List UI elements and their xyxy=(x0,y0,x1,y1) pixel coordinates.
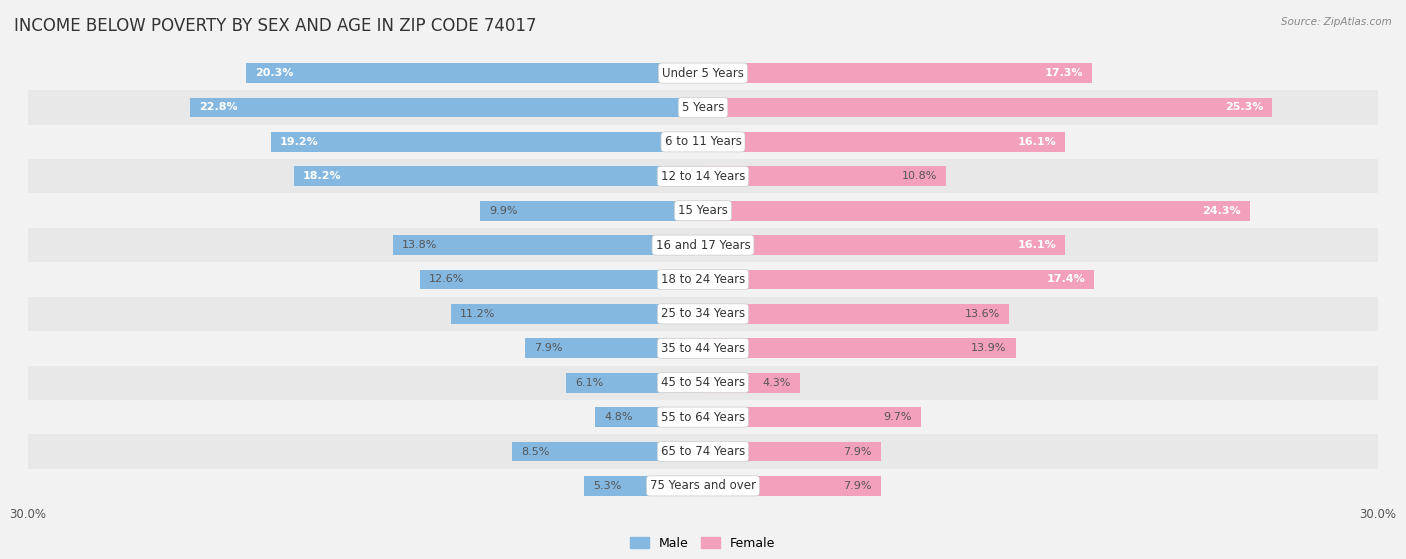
Bar xyxy=(703,373,800,392)
Bar xyxy=(583,476,703,496)
Text: 7.9%: 7.9% xyxy=(844,481,872,491)
Bar xyxy=(28,159,1378,193)
Text: 12 to 14 Years: 12 to 14 Years xyxy=(661,170,745,183)
Text: 25.3%: 25.3% xyxy=(1225,102,1263,112)
Bar xyxy=(703,442,880,462)
Text: 13.8%: 13.8% xyxy=(402,240,437,250)
Text: 5.3%: 5.3% xyxy=(593,481,621,491)
Text: 6.1%: 6.1% xyxy=(575,378,603,388)
Bar xyxy=(703,269,1094,290)
Bar xyxy=(703,132,1066,152)
Text: 12.6%: 12.6% xyxy=(429,274,464,285)
Text: 4.8%: 4.8% xyxy=(605,412,633,422)
Legend: Male, Female: Male, Female xyxy=(626,532,780,555)
Bar xyxy=(28,193,1378,228)
Text: 25 to 34 Years: 25 to 34 Years xyxy=(661,307,745,320)
Text: 6 to 11 Years: 6 to 11 Years xyxy=(665,135,741,148)
Text: 5 Years: 5 Years xyxy=(682,101,724,114)
Bar xyxy=(246,63,703,83)
Bar xyxy=(28,366,1378,400)
Bar xyxy=(28,262,1378,297)
Text: 22.8%: 22.8% xyxy=(200,102,238,112)
Text: 35 to 44 Years: 35 to 44 Years xyxy=(661,342,745,355)
Text: INCOME BELOW POVERTY BY SEX AND AGE IN ZIP CODE 74017: INCOME BELOW POVERTY BY SEX AND AGE IN Z… xyxy=(14,17,537,35)
Text: 7.9%: 7.9% xyxy=(534,343,562,353)
Text: 10.8%: 10.8% xyxy=(901,171,936,181)
Bar xyxy=(565,373,703,392)
Text: 45 to 54 Years: 45 to 54 Years xyxy=(661,376,745,389)
Text: Source: ZipAtlas.com: Source: ZipAtlas.com xyxy=(1281,17,1392,27)
Text: 65 to 74 Years: 65 to 74 Years xyxy=(661,445,745,458)
Text: 16 and 17 Years: 16 and 17 Years xyxy=(655,239,751,252)
Bar xyxy=(451,304,703,324)
Text: 17.4%: 17.4% xyxy=(1046,274,1085,285)
Text: 16.1%: 16.1% xyxy=(1018,137,1056,147)
Text: Under 5 Years: Under 5 Years xyxy=(662,67,744,79)
Bar xyxy=(28,125,1378,159)
Bar xyxy=(703,407,921,427)
Text: 4.3%: 4.3% xyxy=(762,378,790,388)
Bar xyxy=(392,235,703,255)
Bar xyxy=(703,201,1250,221)
Bar xyxy=(28,228,1378,262)
Bar xyxy=(28,434,1378,468)
Bar xyxy=(190,97,703,117)
Text: 13.9%: 13.9% xyxy=(972,343,1007,353)
Bar xyxy=(512,442,703,462)
Text: 7.9%: 7.9% xyxy=(844,447,872,457)
Text: 16.1%: 16.1% xyxy=(1018,240,1056,250)
Text: 24.3%: 24.3% xyxy=(1202,206,1240,216)
Bar xyxy=(419,269,703,290)
Bar xyxy=(703,63,1092,83)
Text: 17.3%: 17.3% xyxy=(1045,68,1083,78)
Text: 18 to 24 Years: 18 to 24 Years xyxy=(661,273,745,286)
Text: 18.2%: 18.2% xyxy=(302,171,342,181)
Bar xyxy=(28,91,1378,125)
Bar xyxy=(294,167,703,186)
Bar xyxy=(703,97,1272,117)
Bar xyxy=(526,338,703,358)
Text: 55 to 64 Years: 55 to 64 Years xyxy=(661,411,745,424)
Bar xyxy=(28,331,1378,366)
Bar xyxy=(481,201,703,221)
Text: 11.2%: 11.2% xyxy=(460,309,495,319)
Text: 13.6%: 13.6% xyxy=(965,309,1000,319)
Bar xyxy=(595,407,703,427)
Text: 15 Years: 15 Years xyxy=(678,204,728,217)
Bar xyxy=(28,297,1378,331)
Bar xyxy=(271,132,703,152)
Bar xyxy=(703,476,880,496)
Bar xyxy=(703,304,1010,324)
Text: 9.9%: 9.9% xyxy=(489,206,517,216)
Bar xyxy=(703,167,946,186)
Bar xyxy=(28,468,1378,503)
Text: 75 Years and over: 75 Years and over xyxy=(650,480,756,492)
Text: 19.2%: 19.2% xyxy=(280,137,319,147)
Bar xyxy=(703,235,1066,255)
Bar xyxy=(703,338,1015,358)
Text: 9.7%: 9.7% xyxy=(884,412,912,422)
Bar xyxy=(28,400,1378,434)
Text: 20.3%: 20.3% xyxy=(256,68,294,78)
Bar xyxy=(28,56,1378,91)
Text: 8.5%: 8.5% xyxy=(520,447,550,457)
